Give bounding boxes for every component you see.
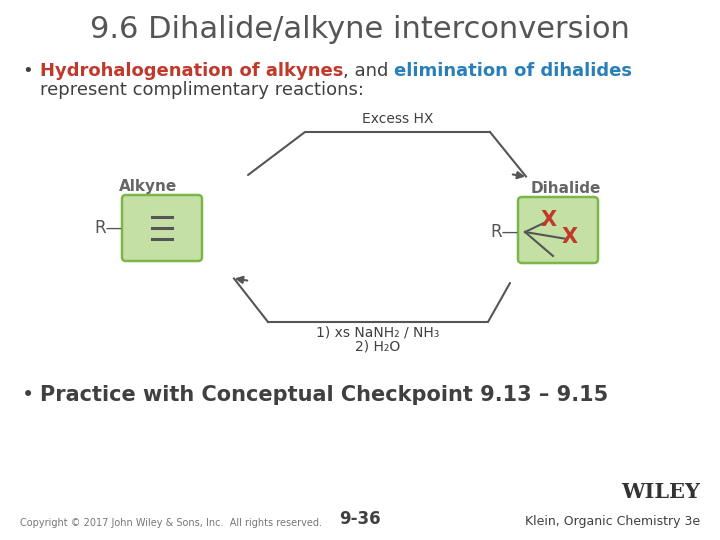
Text: 9.6 Dihalide/alkyne interconversion: 9.6 Dihalide/alkyne interconversion	[90, 15, 630, 44]
Text: Copyright © 2017 John Wiley & Sons, Inc.  All rights reserved.: Copyright © 2017 John Wiley & Sons, Inc.…	[20, 518, 322, 528]
Text: 9-36: 9-36	[339, 510, 381, 528]
Text: 1) xs NaNH₂ / NH₃: 1) xs NaNH₂ / NH₃	[316, 326, 440, 340]
Text: Dihalide: Dihalide	[531, 181, 601, 196]
Text: , and: , and	[343, 62, 395, 80]
Text: R—: R—	[95, 219, 123, 237]
Text: X: X	[562, 227, 578, 247]
Text: Klein, Organic Chemistry 3e: Klein, Organic Chemistry 3e	[525, 515, 700, 528]
Text: Practice with Conceptual Checkpoint 9.13 – 9.15: Practice with Conceptual Checkpoint 9.13…	[40, 385, 608, 405]
Text: •: •	[22, 385, 35, 405]
FancyBboxPatch shape	[518, 197, 598, 263]
Text: R—: R—	[491, 223, 519, 241]
Text: WILEY: WILEY	[621, 482, 700, 502]
Text: Excess HX: Excess HX	[362, 112, 433, 126]
FancyBboxPatch shape	[122, 195, 202, 261]
Text: •: •	[22, 62, 32, 80]
Text: represent complimentary reactions:: represent complimentary reactions:	[40, 81, 364, 99]
Text: Hydrohalogenation of alkynes: Hydrohalogenation of alkynes	[40, 62, 343, 80]
Text: elimination of dihalides: elimination of dihalides	[395, 62, 632, 80]
Text: X: X	[541, 210, 557, 230]
Text: Alkyne: Alkyne	[119, 179, 177, 194]
Text: 2) H₂O: 2) H₂O	[356, 340, 400, 354]
